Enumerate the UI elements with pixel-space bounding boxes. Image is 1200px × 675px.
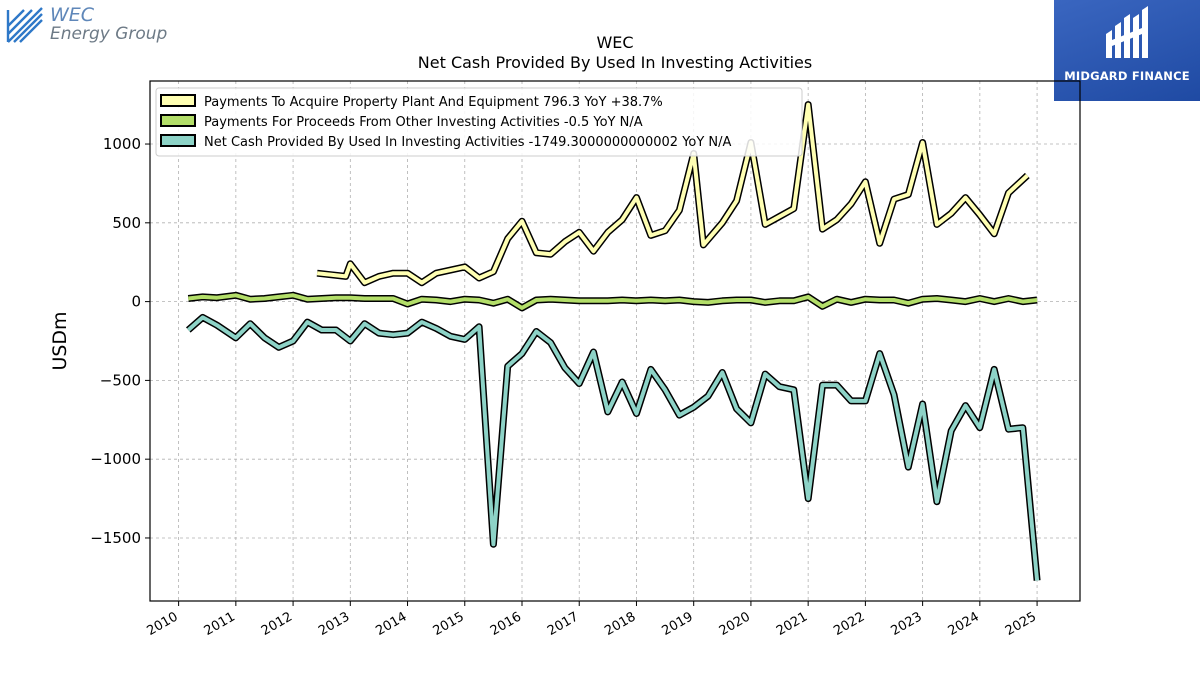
series-line-outline	[185, 313, 1041, 581]
legend-label: Payments For Proceeds From Other Investi…	[204, 115, 643, 130]
chart-title-line1: WEC	[596, 33, 633, 52]
x-tick-label: 2011	[202, 609, 238, 639]
x-tick-label: 2013	[316, 609, 352, 639]
plot-frame	[149, 80, 1081, 602]
y-tick-label: −1000	[90, 450, 141, 468]
y-tick-label: 1000	[103, 135, 141, 153]
midgard-logo-mark-icon	[1106, 6, 1148, 58]
wec-logo-mark-icon	[6, 7, 43, 43]
y-tick-label: −500	[100, 371, 141, 389]
company-logo: WEC Energy Group	[6, 6, 167, 44]
y-axis: −1500 −1000 −500 0 500 1000	[90, 135, 150, 547]
x-tick-label: 2021	[774, 609, 810, 639]
y-axis-label: USDm	[49, 311, 71, 370]
company-name-line2: Energy Group	[50, 24, 168, 44]
x-tick-label: 2019	[660, 609, 696, 639]
series-2	[185, 313, 1041, 581]
legend: Payments To Acquire Property Plant And E…	[155, 87, 803, 157]
x-axis: 2010 2011 2012 2013 2014 2015 2016 2017 2018 2019…	[144, 601, 1039, 639]
x-tick-label: 2018	[602, 609, 638, 639]
y-tick-label: 500	[112, 214, 141, 232]
legend-label: Payments To Acquire Property Plant And E…	[204, 95, 663, 110]
x-tick-label: 2020	[717, 609, 753, 639]
x-tick-label: 2025	[1003, 609, 1039, 639]
series-layer	[185, 101, 1041, 581]
x-tick-label: 2023	[888, 609, 924, 639]
y-tick-label: −1500	[90, 529, 141, 547]
x-tick-label: 2010	[144, 609, 180, 639]
legend-swatch	[160, 114, 196, 127]
x-tick-label: 2012	[259, 609, 295, 639]
legend-label: Net Cash Provided By Used In Investing A…	[204, 135, 732, 150]
series-line	[188, 293, 1038, 310]
x-tick-label: 2014	[373, 609, 409, 639]
series-line	[316, 102, 1029, 285]
series-line	[186, 315, 1040, 581]
legend-box	[155, 87, 803, 157]
x-tick-label: 2016	[488, 609, 524, 639]
x-tick-label: 2024	[946, 609, 982, 639]
legend-swatch	[160, 94, 196, 107]
chart-title-line2: Net Cash Provided By Used In Investing A…	[418, 53, 812, 72]
y-tick-label: 0	[131, 293, 141, 311]
x-tick-label: 2022	[831, 609, 867, 639]
x-tick-label: 2015	[431, 609, 467, 639]
company-name-line1: WEC	[50, 4, 95, 26]
series-1	[187, 291, 1038, 312]
x-tick-label: 2017	[545, 609, 581, 639]
series-0	[316, 101, 1030, 287]
badge-label: MIDGARD FINANCE	[1064, 69, 1190, 83]
midgard-finance-badge: MIDGARD FINANCE	[1054, 0, 1200, 101]
legend-swatch	[160, 134, 196, 147]
